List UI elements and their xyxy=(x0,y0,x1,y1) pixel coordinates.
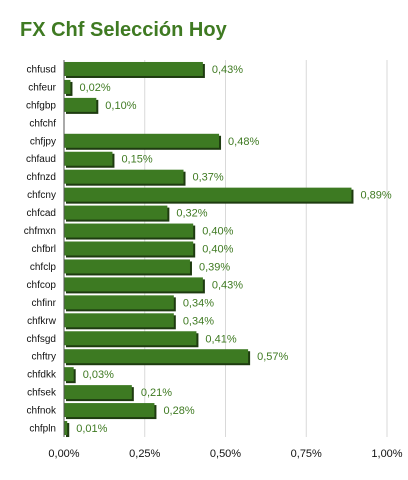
bar xyxy=(64,385,132,400)
bar xyxy=(64,331,197,346)
bar xyxy=(64,295,174,310)
bar xyxy=(64,151,113,166)
bar xyxy=(64,187,352,202)
bar xyxy=(64,79,71,94)
bar xyxy=(64,421,68,436)
category-label: chfjpy xyxy=(30,136,56,147)
category-label: chfdkk xyxy=(27,370,57,381)
data-label: 0,40% xyxy=(202,226,233,238)
category-label: chfsek xyxy=(27,388,57,399)
category-label: chfcny xyxy=(27,190,56,201)
x-tick-label: 0,75% xyxy=(291,448,322,460)
data-label: 0,34% xyxy=(183,297,214,309)
data-label: 0,39% xyxy=(199,261,230,273)
data-label: 0,02% xyxy=(79,82,110,94)
category-label: chfnzd xyxy=(27,172,56,183)
category-label: chfmxn xyxy=(24,226,56,237)
bar xyxy=(64,241,194,256)
data-label: 0,21% xyxy=(141,387,172,399)
x-tick-label: 0,00% xyxy=(48,448,79,460)
data-label: 0,89% xyxy=(360,190,391,202)
data-label: 0,28% xyxy=(163,405,194,417)
data-label: 0,41% xyxy=(205,333,236,345)
category-label: chfsgd xyxy=(27,334,56,345)
data-label: 0,32% xyxy=(176,208,207,220)
category-label: chfclp xyxy=(30,262,57,273)
bar xyxy=(64,277,203,292)
data-label: 0,43% xyxy=(212,64,243,76)
x-tick-label: 1,00% xyxy=(371,448,402,460)
x-tick-label: 0,50% xyxy=(210,448,241,460)
data-label: 0,40% xyxy=(202,244,233,256)
data-label: 0,10% xyxy=(105,100,136,112)
bar xyxy=(64,367,74,382)
data-label: 0,03% xyxy=(83,369,114,381)
bar-shadow xyxy=(66,423,70,438)
data-label: 0,43% xyxy=(212,279,243,291)
data-label: 0,34% xyxy=(183,315,214,327)
data-label: 0,57% xyxy=(257,351,288,363)
category-label: chfeur xyxy=(28,82,56,93)
labels: 0,00% 0,25% 0,50% 0,75% 1,00% chfusd 0,43% chfe… xyxy=(24,64,403,460)
category-label: chfpln xyxy=(29,424,56,435)
data-label: 0,15% xyxy=(121,154,152,166)
category-label: chfnok xyxy=(27,406,57,417)
category-label: chfchf xyxy=(29,118,56,129)
bars xyxy=(64,61,354,438)
category-label: chfkrw xyxy=(27,316,57,327)
category-label: chfgbp xyxy=(26,100,56,111)
bar xyxy=(64,169,184,184)
bar xyxy=(64,313,174,328)
category-label: chfcop xyxy=(27,280,57,291)
bar xyxy=(64,403,155,418)
x-tick-label: 0,25% xyxy=(129,448,160,460)
data-label: 0,37% xyxy=(193,172,224,184)
data-label: 0,48% xyxy=(228,136,259,148)
category-label: chfusd xyxy=(27,64,56,75)
category-label: chfinr xyxy=(32,298,57,309)
category-label: chfcad xyxy=(27,208,56,219)
bar xyxy=(64,349,249,364)
bar xyxy=(64,133,220,148)
bar xyxy=(64,61,203,76)
data-label: 0,01% xyxy=(76,423,107,435)
bar xyxy=(64,97,97,112)
category-label: chfaud xyxy=(26,154,56,165)
bar xyxy=(64,223,194,238)
bar xyxy=(64,205,168,220)
category-label: chftry xyxy=(32,352,56,363)
category-label: chfbrl xyxy=(32,244,56,255)
bar xyxy=(64,259,190,274)
chart-title: FX Chf Selección Hoy xyxy=(20,19,227,41)
